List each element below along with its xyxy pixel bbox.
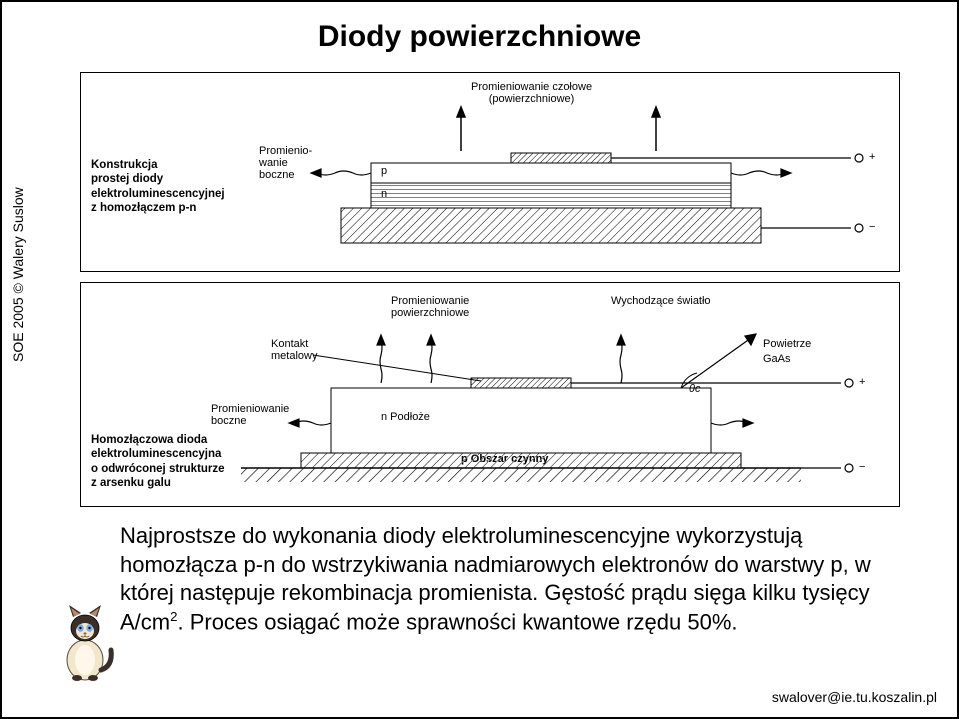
- fig2-minus: −: [859, 461, 865, 473]
- footer-email: swalover@ie.tu.koszalin.pl: [772, 689, 937, 705]
- fig2-plus: +: [859, 376, 865, 388]
- page-title: Diody powierzchniowe: [2, 20, 957, 54]
- fig2-side-radiation: Promieniowanie boczne: [211, 403, 289, 427]
- copyright-sidetext: SOE 2005 © Walery Suslow: [10, 187, 26, 362]
- fig2-theta: θc: [689, 383, 700, 395]
- figure-bottom: Homozłączowa dioda elektroluminescencyjn…: [80, 282, 900, 507]
- fig2-caption: Homozłączowa dioda elektroluminescencyjn…: [91, 433, 225, 491]
- body-paragraph: Najprostsze do wykonania diody elektrolu…: [120, 522, 910, 637]
- fig2-caption-text: Homozłączowa dioda elektroluminescencyjn…: [91, 433, 225, 491]
- fig2-outgoing-light: Wychodzące światło: [611, 295, 711, 307]
- figure-top: Konstrukcja prostej diody elektrolumines…: [80, 72, 900, 272]
- fig2-air: Powietrze: [763, 338, 811, 350]
- cat-icon: [54, 604, 116, 682]
- fig1-top-radiation-label: Promieniowanie czołowe (powierzchniowe): [471, 81, 592, 105]
- fig1-n-label: n: [381, 188, 387, 200]
- fig1-caption-l1: Konstrukcja prostej diody elektrolumines…: [91, 158, 225, 216]
- fig1-minus: −: [869, 221, 875, 233]
- fig2-active-region: p Obszar czynny: [461, 453, 548, 465]
- fig2-substrate: n Podłoże: [381, 411, 430, 423]
- fig2-surface-radiation: Promieniowanie powierzchniowe: [391, 295, 469, 319]
- fig1-plus: +: [869, 151, 875, 163]
- fig1-caption: Konstrukcja prostej diody elektrolumines…: [91, 158, 225, 216]
- fig1-p-label: p: [381, 165, 387, 177]
- fig1-side-radiation-label: Promienio- wanie boczne: [259, 145, 312, 181]
- fig2-gaas: GaAs: [763, 353, 791, 365]
- fig2-metal-contact: Kontakt metalowy: [271, 338, 317, 362]
- slide-page: SOE 2005 © Walery Suslow Diody powierzch…: [0, 0, 959, 719]
- body-text-2: . Proces osiągać może sprawności kwantow…: [177, 609, 737, 634]
